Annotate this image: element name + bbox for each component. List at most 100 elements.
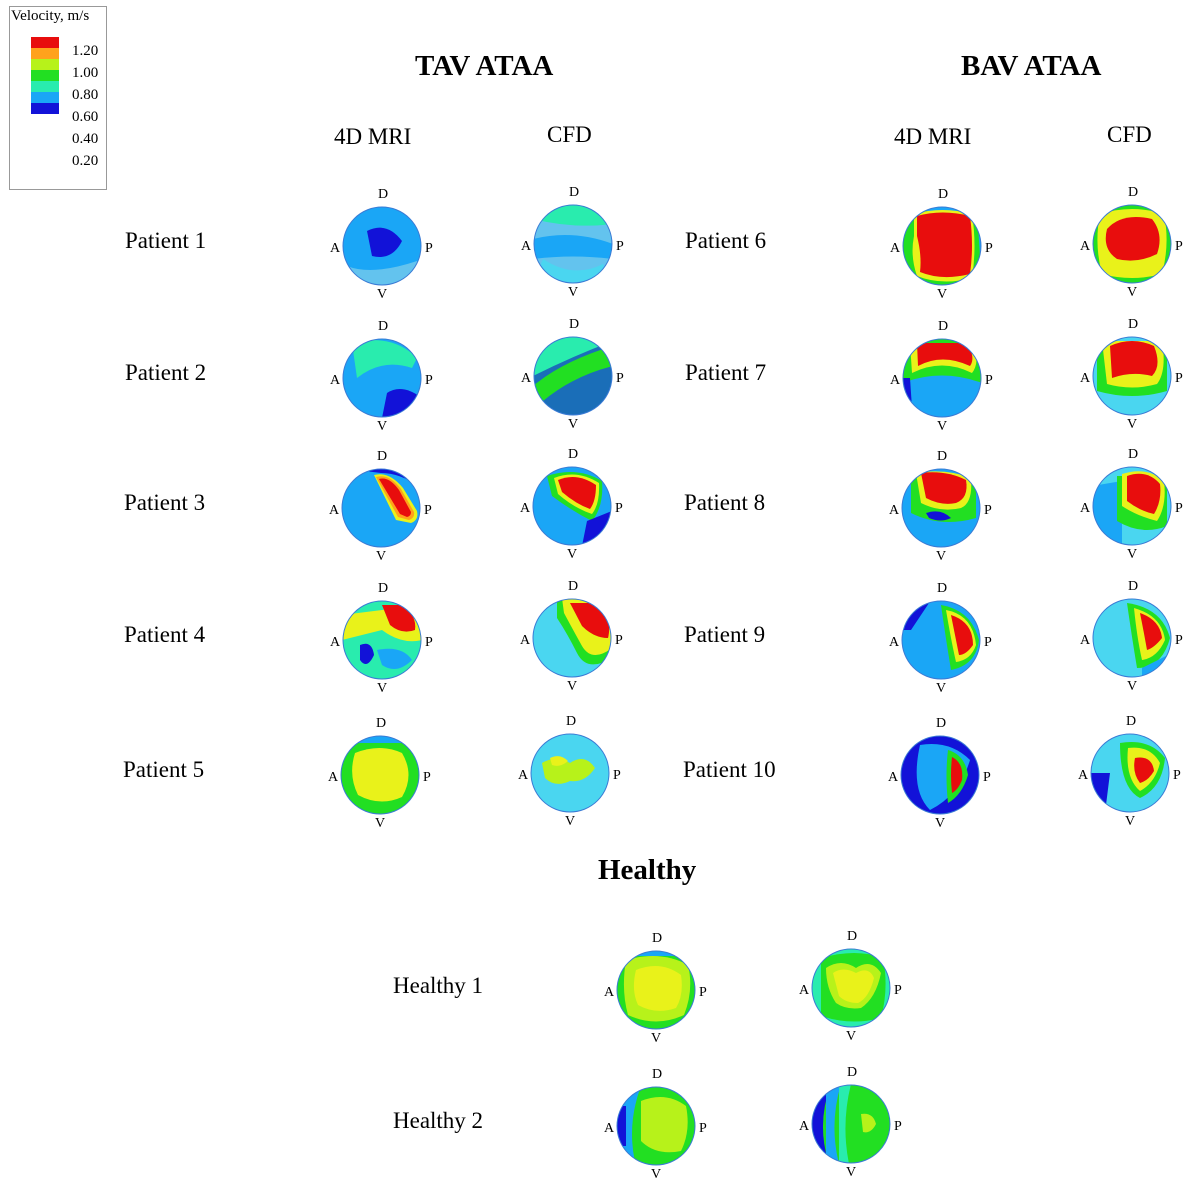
orientation-label-v: V: [567, 547, 578, 562]
orientation-label-a: A: [1080, 633, 1091, 648]
orientation-label-v: V: [1125, 814, 1136, 829]
orientation-label-p: P: [984, 635, 992, 650]
row-label-patient-4: Patient 4: [124, 622, 206, 647]
orientation-label-p: P: [615, 633, 623, 648]
orientation-label-v: V: [568, 417, 579, 432]
orientation-label-a: A: [329, 503, 340, 518]
legend-swatch: [31, 59, 59, 70]
tav-group-title: TAV ATAA: [415, 50, 554, 82]
orientation-label-a: A: [330, 241, 341, 256]
legend-tick-label: 0.20: [72, 153, 99, 169]
orientation-label-p: P: [894, 1119, 902, 1134]
healthy-heading: Healthy: [598, 854, 697, 886]
orientation-label-d: D: [938, 187, 949, 202]
velocity-map-disc: [902, 206, 982, 286]
velocity-map-disc: [811, 948, 891, 1028]
orientation-label-d: D: [378, 187, 389, 202]
orientation-label-d: D: [1126, 714, 1137, 729]
velocity-map-disc: [532, 466, 612, 546]
orientation-label-p: P: [613, 768, 621, 783]
orientation-label-d: D: [847, 1065, 858, 1080]
orientation-label-v: V: [377, 287, 388, 302]
orientation-label-a: A: [604, 985, 615, 1000]
orientation-label-p: P: [616, 239, 624, 254]
row-label-patient-9: Patient 9: [684, 622, 766, 647]
orientation-label-v: V: [1127, 417, 1138, 432]
bav-col-cfd: CFD: [1107, 122, 1152, 147]
orientation-label-v: V: [1127, 547, 1138, 562]
orientation-label-a: A: [890, 373, 901, 388]
orientation-label-p: P: [894, 983, 902, 998]
velocity-map-disc: [340, 735, 420, 815]
orientation-label-a: A: [604, 1121, 615, 1136]
orientation-label-a: A: [799, 1119, 810, 1134]
legend-swatch: [31, 103, 59, 114]
legend-swatch: [31, 81, 59, 92]
orientation-label-d: D: [377, 449, 388, 464]
orientation-label-d: D: [569, 317, 580, 332]
orientation-label-v: V: [846, 1165, 857, 1180]
velocity-map-disc: [342, 600, 422, 680]
orientation-label-p: P: [425, 241, 433, 256]
orientation-label-v: V: [936, 549, 947, 564]
orientation-label-p: P: [1175, 239, 1183, 254]
orientation-label-a: A: [330, 373, 341, 388]
orientation-label-p: P: [984, 503, 992, 518]
orientation-label-v: V: [651, 1167, 662, 1182]
legend-tick-label: 0.40: [72, 131, 99, 147]
orientation-label-p: P: [1175, 501, 1183, 516]
legend-tick-label: 0.80: [72, 87, 99, 103]
orientation-label-d: D: [937, 449, 948, 464]
orientation-label-a: A: [888, 770, 899, 785]
orientation-label-d: D: [652, 1067, 663, 1082]
orientation-label-p: P: [983, 770, 991, 785]
tav-col-mri: 4D MRI: [334, 124, 412, 149]
velocity-map-disc: [901, 600, 981, 680]
orientation-label-v: V: [375, 816, 386, 831]
orientation-label-a: A: [799, 983, 810, 998]
orientation-label-v: V: [937, 419, 948, 434]
legend-tick-label: 1.20: [72, 43, 99, 59]
orientation-label-v: V: [377, 681, 388, 696]
tav-col-cfd: CFD: [547, 122, 592, 147]
orientation-label-a: A: [521, 371, 532, 386]
orientation-label-p: P: [699, 1121, 707, 1136]
orientation-label-v: V: [1127, 679, 1138, 694]
legend-title: Velocity, m/s: [11, 8, 90, 24]
orientation-label-p: P: [425, 635, 433, 650]
legend-swatch: [31, 92, 59, 103]
row-label-healthy-2: Healthy 2: [393, 1108, 484, 1133]
orientation-label-d: D: [1128, 447, 1139, 462]
velocity-map-disc: [616, 950, 696, 1030]
legend-tick-label: 0.60: [72, 109, 99, 125]
orientation-label-a: A: [328, 770, 339, 785]
orientation-label-d: D: [569, 185, 580, 200]
orientation-label-v: V: [377, 419, 388, 434]
orientation-label-d: D: [568, 447, 579, 462]
orientation-label-p: P: [985, 241, 993, 256]
velocity-map-disc: [342, 338, 422, 418]
orientation-label-a: A: [889, 503, 900, 518]
orientation-label-d: D: [937, 581, 948, 596]
orientation-label-a: A: [520, 633, 531, 648]
orientation-label-p: P: [985, 373, 993, 388]
orientation-label-d: D: [1128, 317, 1139, 332]
orientation-label-d: D: [378, 319, 389, 334]
row-label-patient-10: Patient 10: [683, 757, 776, 782]
row-label-patient-8: Patient 8: [684, 490, 766, 515]
velocity-map-disc: [616, 1086, 696, 1166]
orientation-label-a: A: [1080, 371, 1091, 386]
orientation-label-d: D: [568, 579, 579, 594]
orientation-label-a: A: [330, 635, 341, 650]
row-label-patient-6: Patient 6: [685, 228, 767, 253]
velocity-map-disc: [900, 735, 980, 815]
velocity-map-disc: [342, 206, 422, 286]
orientation-label-p: P: [423, 770, 431, 785]
orientation-label-v: V: [567, 679, 578, 694]
row-label-patient-5: Patient 5: [123, 757, 205, 782]
orientation-label-p: P: [425, 373, 433, 388]
orientation-label-d: D: [376, 716, 387, 731]
velocity-map-disc: [341, 468, 421, 548]
legend-swatch: [31, 70, 59, 81]
orientation-label-v: V: [651, 1031, 662, 1046]
